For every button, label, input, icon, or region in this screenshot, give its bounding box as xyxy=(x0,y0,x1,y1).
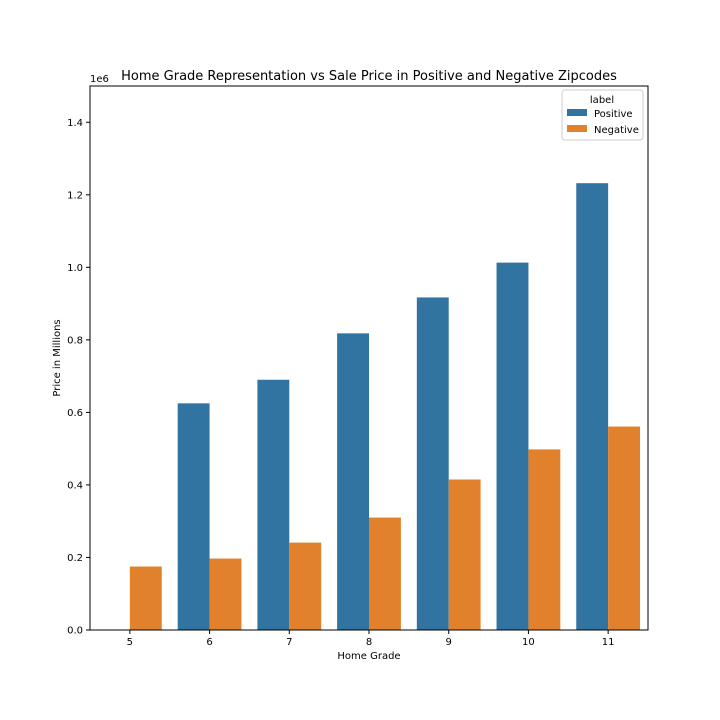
x-tick-label: 10 xyxy=(522,637,535,648)
bar-negative-5 xyxy=(129,566,162,630)
bars-group xyxy=(129,183,641,630)
y-axis-label: Price in Millions xyxy=(52,319,63,396)
y-tick-label: 0.4 xyxy=(67,480,83,491)
x-tick-label: 5 xyxy=(127,637,133,648)
x-tick-label: 11 xyxy=(602,637,615,648)
y-tick-label: 0.0 xyxy=(67,626,83,637)
bar-negative-8 xyxy=(369,517,401,630)
bar-positive-7 xyxy=(257,379,290,630)
y-tick-label: 0.6 xyxy=(67,408,83,419)
legend-title: label xyxy=(590,95,614,106)
y-tick-label: 1.0 xyxy=(67,263,83,274)
y-offset-label: 1e6 xyxy=(90,74,109,85)
bar-negative-6 xyxy=(209,558,242,630)
bar-negative-10 xyxy=(528,449,561,630)
bar-positive-10 xyxy=(496,262,529,630)
y-tick-label: 0.2 xyxy=(67,553,83,564)
y-axis: 0.0 0.2 0.4 0.6 0.8 1.0 1.2 1.4 xyxy=(67,118,90,637)
bar-negative-9 xyxy=(448,479,481,630)
legend-swatch-positive xyxy=(567,109,587,116)
x-axis-label: Home Grade xyxy=(337,651,400,662)
x-tick-label: 8 xyxy=(366,637,372,648)
x-tick-label: 9 xyxy=(446,637,452,648)
y-tick-label: 1.4 xyxy=(67,118,83,129)
y-tick-label: 0.8 xyxy=(67,335,83,346)
legend-label-positive: Positive xyxy=(594,109,633,120)
legend: label Positive Negative xyxy=(561,89,644,141)
plot-frame xyxy=(89,85,649,631)
bar-positive-8 xyxy=(337,333,369,630)
legend-swatch-negative xyxy=(567,125,587,132)
bar-positive-9 xyxy=(416,297,449,630)
bar-negative-11 xyxy=(608,426,641,630)
x-tick-label: 7 xyxy=(286,637,292,648)
bar-positive-11 xyxy=(576,183,609,630)
x-tick-label: 6 xyxy=(206,637,212,648)
chart-title: Home Grade Representation vs Sale Price … xyxy=(121,69,617,84)
y-tick-label: 1.2 xyxy=(67,190,83,201)
bar-positive-6 xyxy=(177,403,210,630)
x-axis: 5 6 7 8 9 10 11 xyxy=(127,630,615,648)
legend-label-negative: Negative xyxy=(594,125,639,136)
bar-negative-7 xyxy=(289,542,322,630)
